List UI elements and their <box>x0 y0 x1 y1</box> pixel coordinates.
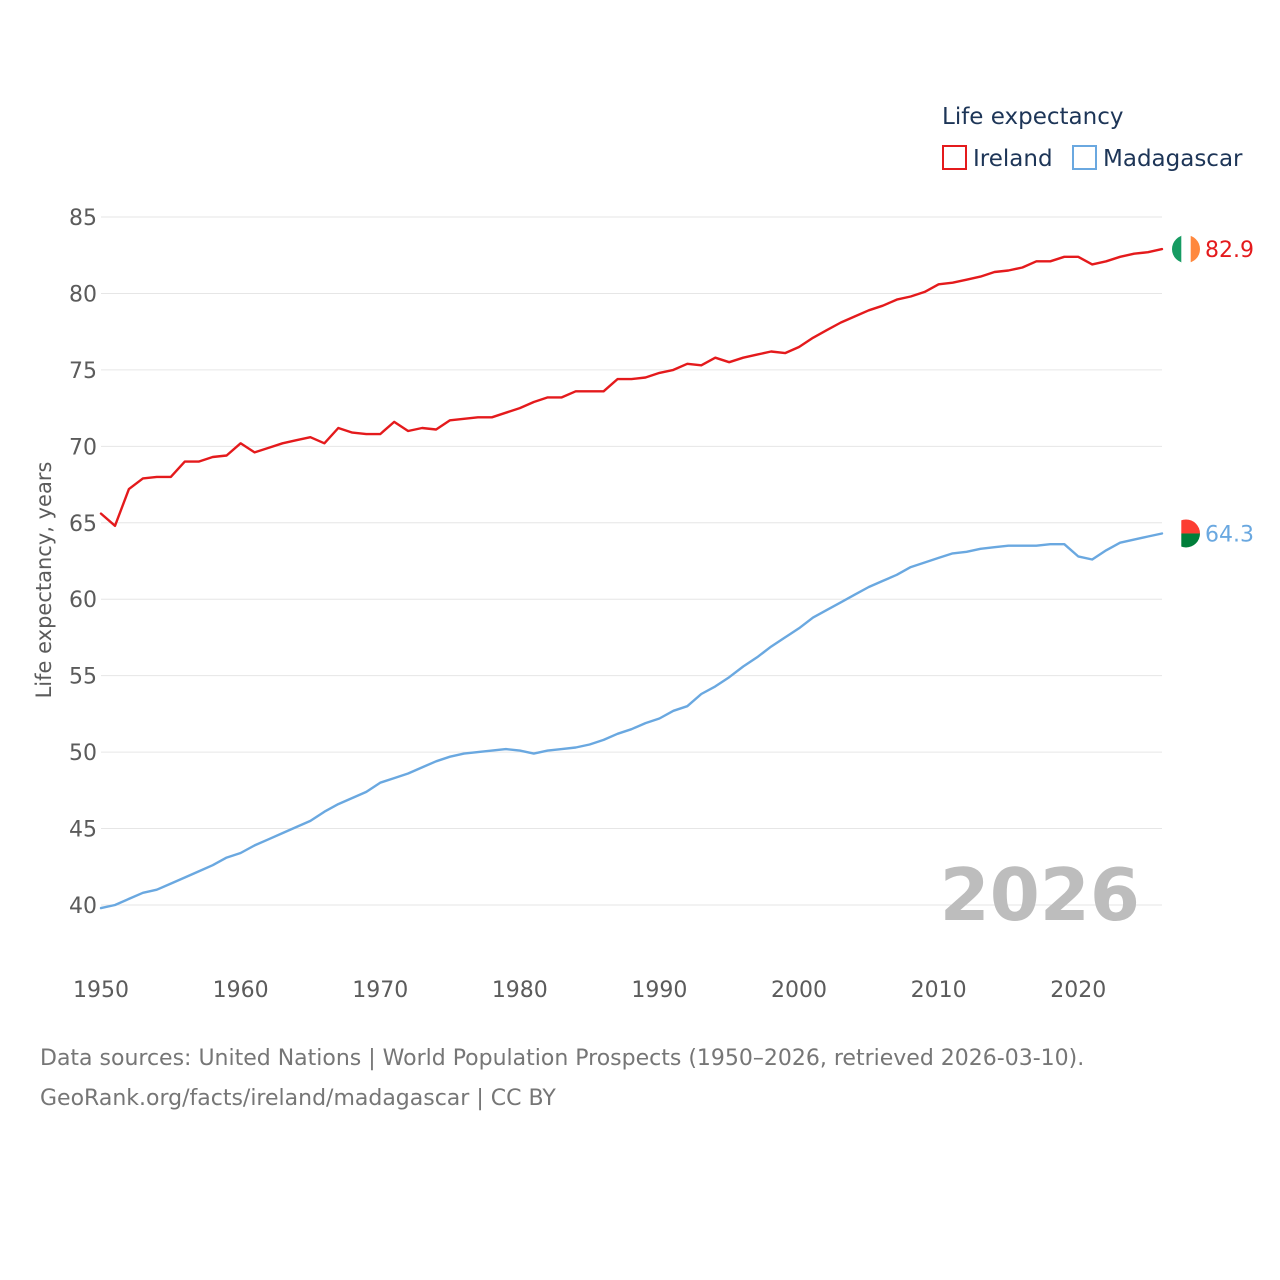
y-tick-label: 65 <box>69 512 97 537</box>
y-tick-label: 80 <box>69 282 97 307</box>
series-line-madagascar[interactable] <box>99 532 1164 910</box>
chart: 40 45 50 55 60 65 70 75 80 85 1950 1960 1970 1980 199… <box>32 104 1254 1003</box>
y-tick-label: 55 <box>69 665 97 690</box>
current-year-label: 2026 <box>940 853 1140 937</box>
y-tick-label: 70 <box>69 435 97 460</box>
y-tick-label: 50 <box>69 741 97 766</box>
y-axis-label: Life expectancy, years <box>32 462 56 699</box>
legend-label-madagascar[interactable]: Madagascar <box>1103 146 1243 172</box>
ireland-flag-icon <box>1172 235 1200 264</box>
madagascar-flag-icon <box>1172 519 1200 548</box>
y-tick-label: 85 <box>69 206 97 231</box>
y-tick-label: 45 <box>69 818 97 843</box>
footer-sources: Data sources: United Nations | World Pop… <box>40 1046 1085 1071</box>
legend-label-ireland[interactable]: Ireland <box>973 146 1053 172</box>
legend: Life expectancy Ireland Madagascar <box>942 104 1243 172</box>
legend-title: Life expectancy <box>942 104 1123 130</box>
legend-swatch-ireland[interactable] <box>942 145 967 170</box>
x-tick-label: 2020 <box>1050 978 1106 1003</box>
footer-credit[interactable]: GeoRank.org/facts/ireland/madagascar | C… <box>40 1086 556 1111</box>
y-tick-label: 60 <box>69 588 97 613</box>
y-tick-label: 75 <box>69 359 97 384</box>
gridlines <box>101 216 1162 906</box>
end-value-ireland: 82.9 <box>1205 238 1254 263</box>
legend-swatch-madagascar[interactable] <box>1072 145 1097 170</box>
x-axis-ticks: 1950 1960 1970 1980 1990 2000 2010 2020 <box>73 978 1106 1003</box>
x-tick-label: 1980 <box>492 978 548 1003</box>
x-tick-label: 1970 <box>352 978 408 1003</box>
x-tick-label: 2000 <box>771 978 827 1003</box>
series-line-ireland[interactable] <box>99 247 1164 527</box>
x-tick-label: 1960 <box>213 978 269 1003</box>
x-tick-label: 2010 <box>911 978 967 1003</box>
x-tick-label: 1990 <box>631 978 687 1003</box>
series-lines <box>99 247 1164 910</box>
x-tick-label: 1950 <box>73 978 129 1003</box>
y-tick-label: 40 <box>69 894 97 919</box>
end-value-madagascar: 64.3 <box>1205 522 1254 547</box>
y-axis-ticks: 40 45 50 55 60 65 70 75 80 85 <box>69 206 97 919</box>
